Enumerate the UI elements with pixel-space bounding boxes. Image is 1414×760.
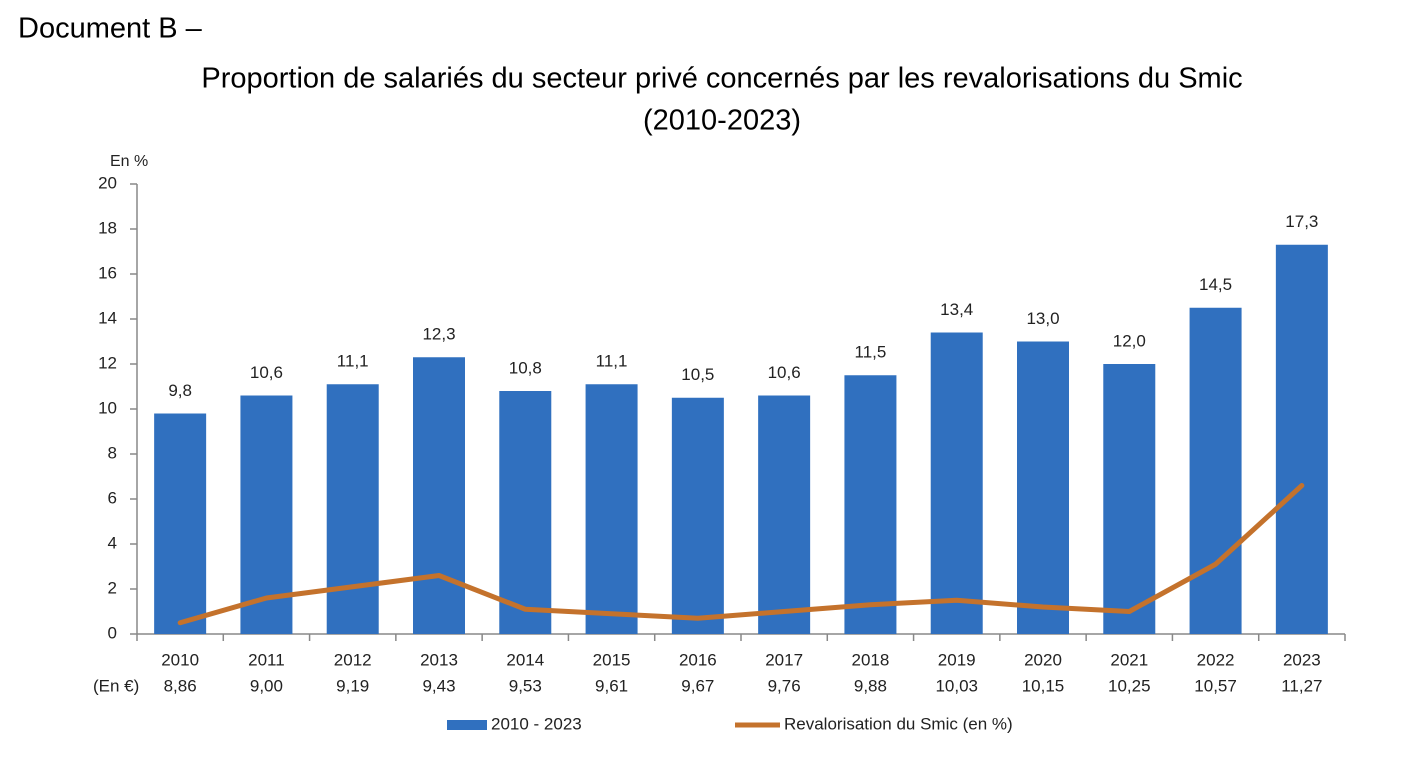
x-sublabel: 10,57	[1194, 676, 1237, 695]
bar	[671, 397, 724, 634]
value-label: 9,8	[168, 381, 192, 400]
x-tick-label: 2010	[161, 650, 199, 669]
x-sublabel: 9,67	[681, 676, 714, 695]
value-label: 14,5	[1199, 275, 1232, 294]
y-tick-label: 12	[98, 353, 117, 372]
x-sublabel: 9,61	[595, 676, 628, 695]
value-label: 12,0	[1113, 331, 1146, 350]
value-label: 10,8	[509, 358, 542, 377]
x-tick-label: 2011	[248, 650, 285, 669]
bar	[930, 332, 983, 634]
x-tick-label: 2014	[506, 650, 544, 669]
y-tick-label: 10	[98, 398, 117, 417]
bar	[758, 395, 811, 634]
value-label: 10,6	[250, 363, 283, 382]
x-tick-label: 2019	[938, 650, 976, 669]
legend-label: Revalorisation du Smic (en %)	[784, 714, 1013, 733]
value-label: 11,5	[855, 343, 887, 362]
x-sublabel: 10,25	[1108, 676, 1151, 695]
y-tick-label: 4	[108, 533, 117, 552]
y-tick-label: 20	[98, 173, 117, 192]
x-sublabel: 9,19	[336, 676, 369, 695]
x-tick-label: 2018	[852, 650, 890, 669]
y-tick-label: 0	[108, 623, 117, 642]
x-sublabel-title: (En €)	[93, 676, 139, 695]
x-sublabel: 10,03	[935, 676, 978, 695]
value-label: 12,3	[422, 325, 455, 344]
chart-title: Proportion de salariés du secteur privé …	[201, 63, 1242, 95]
y-axis-label: En %	[110, 153, 148, 170]
value-label: 10,5	[681, 365, 714, 384]
value-label: 10,6	[768, 363, 801, 382]
bar	[154, 413, 207, 634]
chart-subtitle: (2010-2023)	[643, 105, 801, 137]
x-sublabel: 9,76	[768, 676, 801, 695]
x-sublabel: 8,86	[164, 676, 197, 695]
y-tick-label: 16	[98, 263, 117, 282]
bar	[1189, 307, 1242, 634]
x-sublabel: 9,88	[854, 676, 887, 695]
x-tick-label: 2017	[765, 650, 803, 669]
x-tick-label: 2022	[1197, 650, 1235, 669]
value-label: 17,3	[1285, 212, 1318, 231]
x-sublabel: 9,00	[250, 676, 283, 695]
x-sublabel: 11,27	[1281, 676, 1322, 695]
y-tick-label: 14	[98, 308, 117, 327]
document-label: Document B –	[18, 13, 203, 45]
value-label: 13,4	[940, 300, 973, 319]
bar	[844, 375, 897, 634]
x-tick-label: 2021	[1110, 650, 1148, 669]
y-tick-label: 8	[108, 443, 117, 462]
value-label: 11,1	[596, 352, 628, 371]
x-sublabel: 9,53	[509, 676, 542, 695]
value-label: 13,0	[1026, 309, 1059, 328]
legend-label: 2010 - 2023	[491, 714, 582, 733]
x-tick-label: 2016	[679, 650, 717, 669]
x-sublabel: 9,43	[422, 676, 455, 695]
y-tick-label: 18	[98, 218, 117, 237]
x-tick-label: 2013	[420, 650, 458, 669]
value-label: 11,1	[337, 352, 369, 371]
y-tick-label: 2	[108, 578, 117, 597]
bar	[1275, 244, 1328, 634]
line	[177, 483, 1305, 626]
bar	[413, 357, 465, 634]
x-sublabel: 10,15	[1022, 676, 1065, 695]
x-tick-label: 2012	[334, 650, 372, 669]
bar	[326, 384, 379, 634]
bar	[499, 391, 552, 634]
bar	[1017, 341, 1069, 634]
bar	[585, 384, 638, 634]
x-tick-label: 2015	[593, 650, 631, 669]
x-tick-label: 2020	[1024, 650, 1062, 669]
legend-swatch	[447, 720, 487, 730]
bar	[1103, 364, 1156, 634]
y-tick-label: 6	[108, 488, 117, 507]
x-tick-label: 2023	[1283, 650, 1321, 669]
